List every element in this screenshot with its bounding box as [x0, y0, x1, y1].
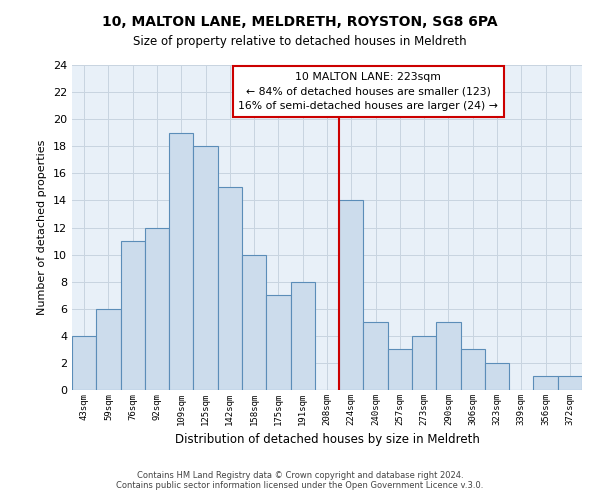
Bar — [412, 336, 436, 390]
Bar — [290, 282, 315, 390]
Bar — [558, 376, 582, 390]
Bar — [145, 228, 169, 390]
Bar — [461, 350, 485, 390]
Bar — [436, 322, 461, 390]
Bar — [242, 254, 266, 390]
Bar — [72, 336, 96, 390]
Bar — [169, 132, 193, 390]
X-axis label: Distribution of detached houses by size in Meldreth: Distribution of detached houses by size … — [175, 434, 479, 446]
Bar — [96, 308, 121, 390]
Y-axis label: Number of detached properties: Number of detached properties — [37, 140, 47, 315]
Bar — [533, 376, 558, 390]
Bar — [364, 322, 388, 390]
Text: 10 MALTON LANE: 223sqm
← 84% of detached houses are smaller (123)
16% of semi-de: 10 MALTON LANE: 223sqm ← 84% of detached… — [238, 72, 498, 112]
Bar — [121, 241, 145, 390]
Bar — [388, 350, 412, 390]
Bar — [339, 200, 364, 390]
Bar — [266, 295, 290, 390]
Text: Contains HM Land Registry data © Crown copyright and database right 2024.
Contai: Contains HM Land Registry data © Crown c… — [116, 470, 484, 490]
Bar — [218, 187, 242, 390]
Text: 10, MALTON LANE, MELDRETH, ROYSTON, SG8 6PA: 10, MALTON LANE, MELDRETH, ROYSTON, SG8 … — [102, 15, 498, 29]
Bar — [485, 363, 509, 390]
Text: Size of property relative to detached houses in Meldreth: Size of property relative to detached ho… — [133, 35, 467, 48]
Bar — [193, 146, 218, 390]
